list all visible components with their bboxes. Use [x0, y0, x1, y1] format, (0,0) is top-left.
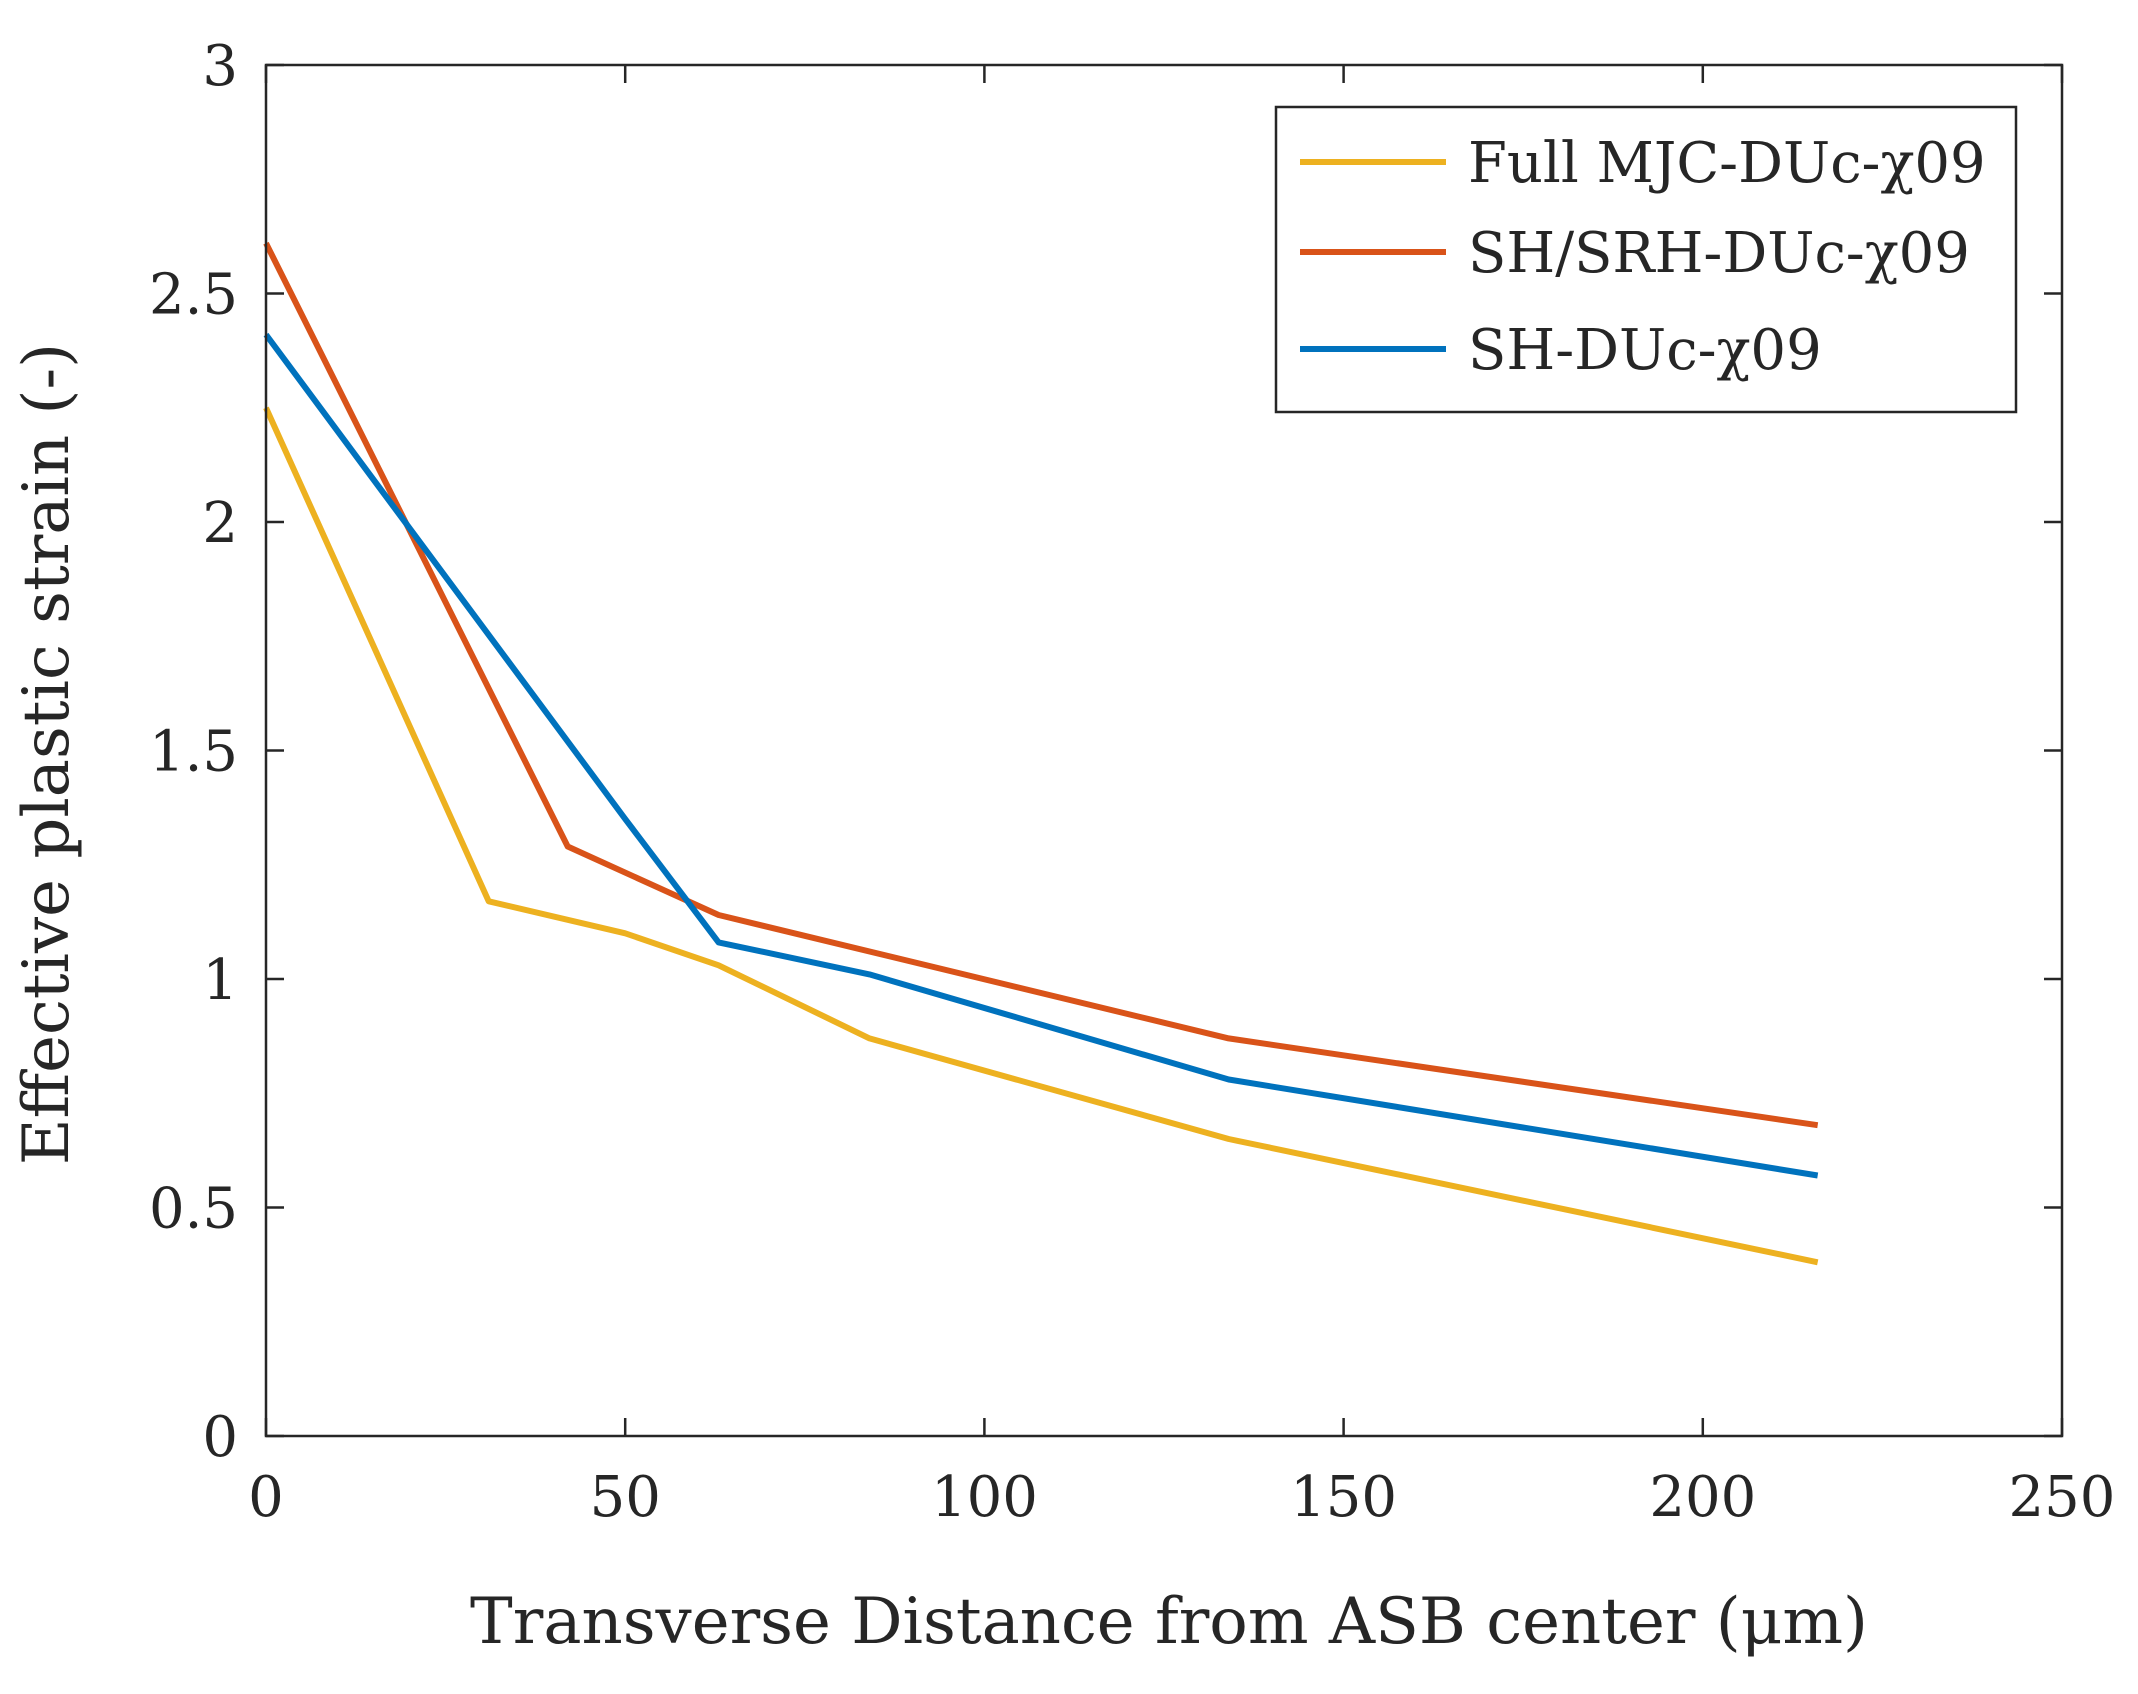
x-tick-label: 200	[1649, 1465, 1756, 1530]
x-tick-label: 100	[931, 1465, 1038, 1530]
y-tick-label: 3	[202, 34, 238, 99]
series-lines	[263, 241, 1819, 1266]
ticks: 0 50 100 150 200 250 0 0.5 1 1.5 2 2.5 3	[149, 34, 2116, 1530]
series-line-3	[263, 332, 1819, 1179]
y-tick-label: 0	[202, 1405, 238, 1470]
legend[interactable]: Full MJC-DUc-χ09 SH/SRH-DUc-χ09 SH-DUc-χ09	[1274, 105, 2018, 414]
y-tick-label: 2	[202, 491, 238, 556]
legend-label-2: SH/SRH-DUc-χ09	[1468, 221, 1970, 286]
x-axis-label: Transverse Distance from ASB center (μm)	[470, 1585, 1868, 1659]
series-line-2	[263, 241, 1819, 1129]
series-line-1	[263, 406, 1819, 1266]
legend-label-3: SH-DUc-χ09	[1468, 318, 1822, 383]
y-tick-label: 2.5	[149, 263, 238, 328]
x-tick-label: 50	[590, 1465, 661, 1530]
x-tick-label: 250	[2009, 1465, 2116, 1530]
legend-box	[1274, 105, 2018, 414]
y-tick-label: 0.5	[149, 1177, 238, 1242]
y-axis-label: Effective plastic strain (-)	[10, 343, 84, 1165]
y-tick-label: 1	[202, 948, 238, 1013]
x-tick-label: 150	[1290, 1465, 1397, 1530]
y-tick-label: 1.5	[149, 720, 238, 785]
legend-label-1: Full MJC-DUc-χ09	[1468, 131, 1986, 196]
x-tick-label: 0	[248, 1465, 284, 1530]
